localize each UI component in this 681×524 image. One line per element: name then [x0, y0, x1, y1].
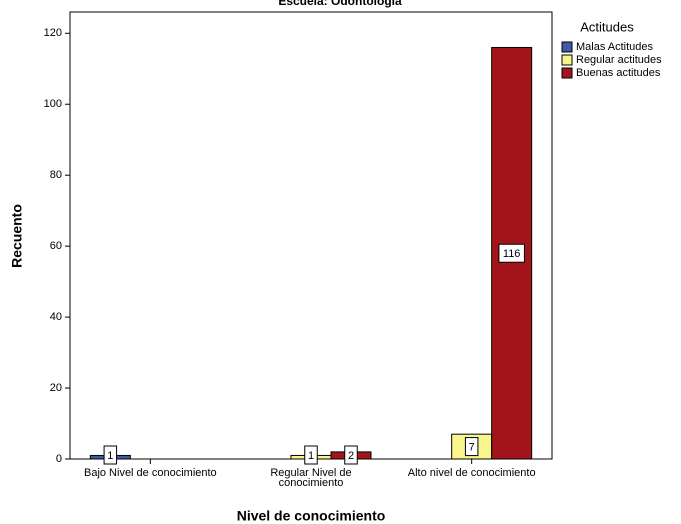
y-tick-label: 100 [44, 98, 62, 110]
x-axis-title: Nivel de conocimiento [237, 508, 386, 524]
value-label-box [498, 243, 525, 263]
y-tick-label: 80 [50, 169, 62, 181]
y-tick-label: 40 [50, 311, 62, 323]
x-tick-label: Bajo Nivel de conocimiento [84, 467, 217, 479]
x-tick-label-line: Bajo Nivel de conocimiento [84, 467, 217, 479]
legend-title: Actitudes [580, 19, 634, 34]
value-label-box [304, 445, 318, 465]
y-axis-title: Recuento [9, 204, 25, 268]
value-label: 1 [107, 450, 113, 462]
legend-label: Regular actitudes [576, 54, 662, 66]
value-label: 116 [503, 248, 521, 260]
y-tick-label: 60 [50, 240, 62, 252]
y-tick-label: 0 [56, 453, 62, 465]
plot-frame [69, 11, 553, 460]
legend-swatch [561, 54, 573, 66]
chart-title: Escuela: Odontología [278, 0, 402, 8]
y-tick-label: 20 [50, 382, 62, 394]
x-tick-label-line: Alto nivel de conocimiento [408, 467, 536, 479]
legend-swatch [561, 41, 573, 53]
y-tick-label: 120 [44, 27, 62, 39]
x-tick-label: Regular Nivel de conocimiento [270, 467, 351, 489]
value-label: 2 [348, 450, 354, 462]
value-label: 7 [469, 441, 475, 453]
value-label-box [464, 437, 479, 457]
x-tick-label-line: conocimiento [279, 477, 344, 489]
legend-swatch [561, 67, 573, 79]
value-label: 1 [308, 450, 314, 462]
value-label-box [103, 445, 118, 465]
legend-label: Buenas actitudes [576, 67, 661, 79]
x-tick-label: Alto nivel de conocimiento [408, 467, 536, 479]
value-label-box [344, 445, 358, 465]
legend-label: Malas Actitudes [576, 41, 654, 53]
x-tick-label-line: Regular Nivel de [270, 467, 351, 479]
